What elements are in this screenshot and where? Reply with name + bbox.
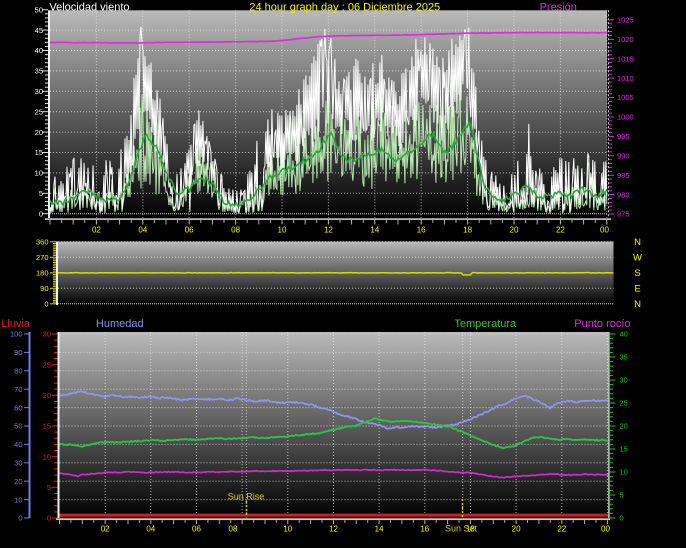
svg-text:10: 10 [43, 452, 51, 461]
svg-text:50: 50 [35, 5, 43, 14]
svg-text:15: 15 [620, 445, 628, 454]
svg-text:06: 06 [185, 226, 194, 235]
svg-text:02: 02 [92, 226, 101, 235]
svg-text:00: 00 [600, 226, 609, 235]
svg-text:20: 20 [512, 525, 521, 534]
svg-text:15: 15 [35, 148, 43, 157]
svg-text:0: 0 [620, 514, 624, 523]
svg-text:100: 100 [10, 330, 23, 339]
svg-text:Temperatura: Temperatura [454, 318, 517, 330]
svg-text:08: 08 [229, 525, 238, 534]
svg-text:90: 90 [40, 284, 48, 293]
svg-text:Humedad: Humedad [96, 318, 144, 330]
svg-text:22: 22 [556, 226, 565, 235]
svg-text:W: W [633, 253, 642, 264]
svg-text:20: 20 [620, 422, 628, 431]
svg-text:30: 30 [620, 376, 628, 385]
svg-text:16: 16 [417, 226, 426, 235]
svg-text:Punto rocío: Punto rocío [574, 318, 630, 330]
svg-text:10: 10 [620, 468, 628, 477]
svg-text:20: 20 [35, 128, 43, 137]
svg-text:5: 5 [47, 483, 51, 492]
svg-text:180: 180 [36, 269, 49, 278]
svg-text:990: 990 [617, 152, 630, 161]
svg-text:60: 60 [14, 403, 22, 412]
svg-text:N: N [634, 237, 641, 248]
svg-text:14: 14 [375, 525, 384, 534]
svg-text:70: 70 [14, 385, 22, 394]
svg-text:35: 35 [35, 67, 43, 76]
svg-text:N: N [634, 299, 641, 310]
svg-text:25: 25 [620, 399, 628, 408]
svg-text:Sun Rise: Sun Rise [228, 492, 265, 502]
svg-text:30: 30 [14, 459, 22, 468]
svg-text:980: 980 [617, 190, 630, 199]
svg-text:10: 10 [278, 226, 287, 235]
svg-text:25: 25 [35, 107, 43, 116]
svg-text:45: 45 [35, 26, 43, 35]
svg-text:06: 06 [192, 525, 201, 534]
svg-text:04: 04 [138, 226, 147, 235]
svg-text:30: 30 [35, 87, 43, 96]
svg-text:1025: 1025 [617, 16, 634, 25]
svg-text:40: 40 [35, 46, 43, 55]
svg-text:40: 40 [620, 330, 628, 339]
svg-text:25: 25 [43, 360, 51, 369]
svg-text:24 hour graph day : 06 Diciemb: 24 hour graph day : 06 Diciembre 2025 [249, 2, 440, 14]
svg-text:0: 0 [39, 209, 43, 218]
svg-text:5: 5 [620, 491, 624, 500]
svg-text:0: 0 [47, 514, 51, 523]
svg-text:20: 20 [43, 391, 51, 400]
svg-text:10: 10 [35, 169, 43, 178]
svg-text:985: 985 [617, 171, 630, 180]
svg-text:80: 80 [14, 367, 22, 376]
svg-text:90: 90 [14, 348, 22, 357]
svg-text:14: 14 [370, 226, 379, 235]
svg-text:360: 360 [36, 238, 49, 247]
svg-text:1015: 1015 [617, 54, 634, 63]
svg-text:995: 995 [617, 132, 630, 141]
svg-text:0: 0 [18, 514, 22, 523]
svg-text:16: 16 [420, 525, 429, 534]
svg-text:00: 00 [601, 525, 610, 534]
svg-text:Velocidad viento: Velocidad viento [49, 2, 129, 14]
svg-text:22: 22 [557, 525, 566, 534]
svg-text:12: 12 [324, 226, 333, 235]
svg-text:02: 02 [101, 525, 110, 534]
svg-text:20: 20 [14, 477, 22, 486]
svg-text:40: 40 [14, 440, 22, 449]
svg-text:0: 0 [44, 300, 48, 309]
svg-text:S: S [634, 268, 640, 279]
svg-text:975: 975 [617, 210, 630, 219]
svg-text:18: 18 [463, 226, 472, 235]
svg-text:10: 10 [14, 495, 22, 504]
svg-text:5: 5 [39, 189, 43, 198]
svg-text:20: 20 [510, 226, 519, 235]
svg-text:1020: 1020 [617, 35, 634, 44]
svg-text:18: 18 [466, 525, 475, 534]
svg-text:10: 10 [283, 525, 292, 534]
svg-text:04: 04 [146, 525, 155, 534]
svg-text:1000: 1000 [617, 113, 634, 122]
svg-text:12: 12 [329, 525, 338, 534]
svg-text:35: 35 [620, 353, 628, 362]
svg-text:Presión: Presión [540, 2, 577, 14]
svg-text:Sun Set: Sun Set [445, 524, 478, 534]
svg-text:1005: 1005 [617, 93, 634, 102]
svg-text:08: 08 [231, 226, 240, 235]
svg-text:15: 15 [43, 422, 51, 431]
svg-text:Lluvia: Lluvia [1, 318, 31, 330]
svg-text:50: 50 [14, 422, 22, 431]
svg-text:E: E [634, 284, 640, 295]
svg-text:270: 270 [36, 253, 49, 262]
svg-text:30: 30 [43, 330, 51, 339]
svg-text:1010: 1010 [617, 74, 634, 83]
